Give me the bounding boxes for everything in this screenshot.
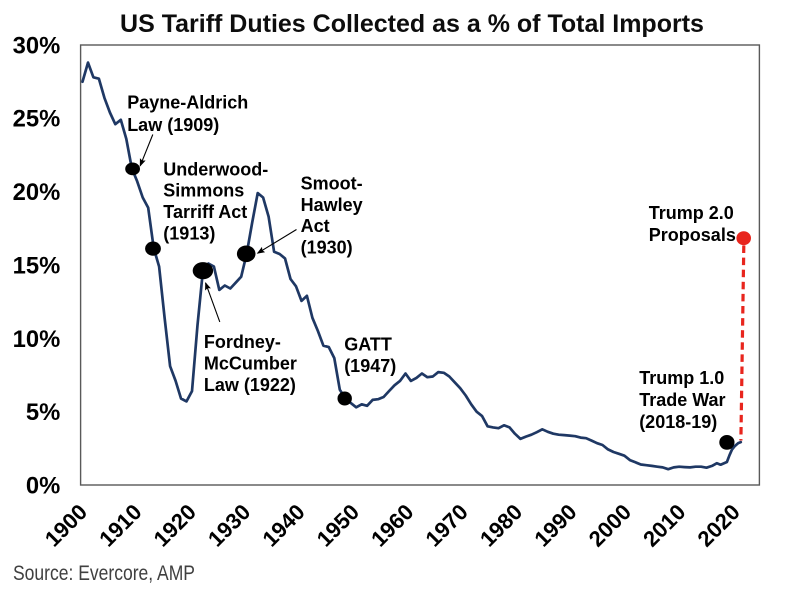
svg-text:McCumber: McCumber	[204, 354, 297, 374]
svg-text:Act: Act	[301, 216, 330, 236]
svg-text:(1913): (1913)	[163, 224, 215, 244]
svg-text:Proposals: Proposals	[649, 225, 736, 245]
svg-text:(1947): (1947)	[344, 356, 396, 376]
svg-text:GATT: GATT	[344, 334, 392, 354]
svg-text:Underwood-: Underwood-	[163, 159, 268, 179]
svg-text:Fordney-: Fordney-	[204, 332, 281, 352]
svg-text:Simmons: Simmons	[163, 181, 244, 201]
svg-text:0%: 0%	[26, 472, 60, 499]
svg-text:10%: 10%	[13, 326, 61, 353]
svg-text:Source: Evercore, AMP: Source: Evercore, AMP	[13, 562, 195, 585]
svg-text:US Tariff Duties Collected as: US Tariff Duties Collected as a % of Tot…	[120, 10, 704, 38]
svg-text:Smoot-: Smoot-	[301, 173, 363, 193]
svg-text:Trade War: Trade War	[639, 390, 725, 410]
svg-text:25%: 25%	[13, 106, 61, 133]
svg-text:(1930): (1930)	[301, 238, 353, 258]
svg-text:20%: 20%	[13, 179, 61, 206]
svg-text:15%: 15%	[13, 252, 61, 279]
svg-text:Law (1922): Law (1922)	[204, 375, 296, 395]
svg-text:Payne-Aldrich: Payne-Aldrich	[127, 93, 248, 113]
svg-text:Trump 2.0: Trump 2.0	[649, 203, 734, 223]
svg-text:Hawley: Hawley	[301, 195, 363, 215]
svg-text:5%: 5%	[26, 399, 60, 426]
svg-text:Law (1909): Law (1909)	[127, 115, 219, 135]
svg-text:(2018-19): (2018-19)	[639, 412, 717, 432]
svg-text:30%: 30%	[13, 32, 61, 59]
svg-text:Tarriff Act: Tarriff Act	[163, 202, 247, 222]
svg-text:Trump 1.0: Trump 1.0	[639, 368, 724, 388]
